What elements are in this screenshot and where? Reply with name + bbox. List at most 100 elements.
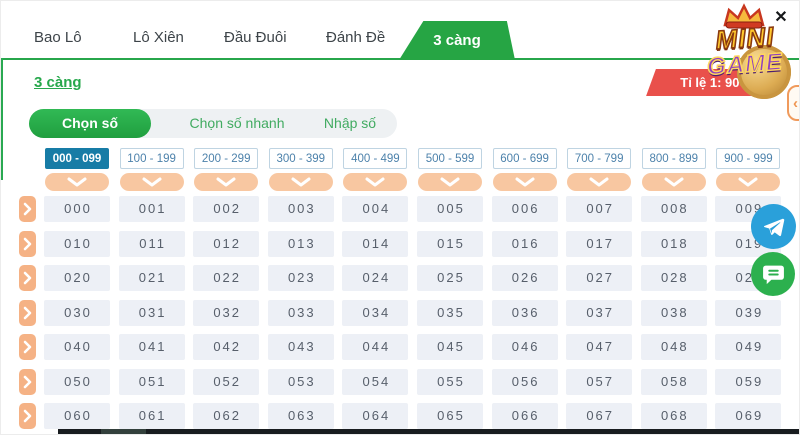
number-cell-007[interactable]: 007 <box>566 196 633 222</box>
number-cell-002[interactable]: 002 <box>193 196 260 222</box>
number-cell-021[interactable]: 021 <box>118 265 185 291</box>
number-cell-030[interactable]: 030 <box>44 299 110 326</box>
column-expand-button-2[interactable] <box>194 173 259 191</box>
number-cell-024[interactable]: 024 <box>342 265 409 291</box>
number-cell-011[interactable]: 011 <box>118 230 185 257</box>
column-expand-button-6[interactable] <box>492 173 557 191</box>
row-expand-button-2[interactable] <box>19 265 36 291</box>
number-cell-037[interactable]: 037 <box>566 299 633 326</box>
range-500-599[interactable]: 500 - 599 <box>418 148 482 169</box>
column-expand-button-8[interactable] <box>641 173 706 191</box>
number-cell-035[interactable]: 035 <box>417 299 483 326</box>
range-400-499[interactable]: 400 - 499 <box>343 148 408 169</box>
number-cell-049[interactable]: 049 <box>715 334 782 360</box>
number-cell-032[interactable]: 032 <box>193 299 260 326</box>
number-cell-008[interactable]: 008 <box>640 196 707 222</box>
number-cell-044[interactable]: 044 <box>342 334 409 360</box>
number-cell-046[interactable]: 046 <box>491 334 558 360</box>
range-900-999[interactable]: 900 - 999 <box>716 148 781 169</box>
number-cell-010[interactable]: 010 <box>44 230 110 257</box>
number-cell-015[interactable]: 015 <box>417 230 483 257</box>
number-cell-005[interactable]: 005 <box>417 196 483 222</box>
number-cell-051[interactable]: 051 <box>118 368 185 395</box>
chat-button[interactable] <box>751 252 795 296</box>
number-cell-045[interactable]: 045 <box>417 334 483 360</box>
number-cell-067[interactable]: 067 <box>566 403 633 429</box>
number-cell-060[interactable]: 060 <box>44 403 110 429</box>
number-cell-064[interactable]: 064 <box>342 403 409 429</box>
number-cell-062[interactable]: 062 <box>193 403 260 429</box>
number-cell-066[interactable]: 066 <box>491 403 558 429</box>
range-000-099[interactable]: 000 - 099 <box>45 148 109 169</box>
number-cell-033[interactable]: 033 <box>267 299 334 326</box>
number-cell-043[interactable]: 043 <box>267 334 334 360</box>
number-cell-041[interactable]: 041 <box>118 334 185 360</box>
number-cell-048[interactable]: 048 <box>640 334 707 360</box>
row-expand-button-0[interactable] <box>19 196 36 222</box>
number-cell-016[interactable]: 016 <box>491 230 558 257</box>
range-100-199[interactable]: 100 - 199 <box>119 148 184 169</box>
tab-lo-xie-n[interactable]: Lô Xiên <box>133 29 184 46</box>
number-cell-058[interactable]: 058 <box>640 368 707 395</box>
number-cell-061[interactable]: 061 <box>118 403 185 429</box>
row-expand-button-3[interactable] <box>19 299 36 326</box>
number-cell-069[interactable]: 069 <box>715 403 782 429</box>
subtab-nha-p-so[interactable]: Nhập số <box>323 115 377 131</box>
number-cell-059[interactable]: 059 <box>715 368 782 395</box>
range-800-899[interactable]: 800 - 899 <box>641 148 706 169</box>
number-cell-055[interactable]: 055 <box>417 368 483 395</box>
number-cell-057[interactable]: 057 <box>566 368 633 395</box>
number-cell-018[interactable]: 018 <box>640 230 707 257</box>
number-cell-028[interactable]: 028 <box>640 265 707 291</box>
range-200-299[interactable]: 200 - 299 <box>194 148 259 169</box>
number-cell-013[interactable]: 013 <box>267 230 334 257</box>
number-cell-031[interactable]: 031 <box>118 299 185 326</box>
number-cell-000[interactable]: 000 <box>44 196 110 222</box>
close-icon[interactable]: ✕ <box>774 9 788 26</box>
range-300-399[interactable]: 300 - 399 <box>268 148 333 169</box>
horizontal-scrollbar[interactable] <box>58 429 799 434</box>
column-expand-button-7[interactable] <box>567 173 632 191</box>
number-cell-001[interactable]: 001 <box>118 196 185 222</box>
column-expand-button-4[interactable] <box>343 173 408 191</box>
number-cell-003[interactable]: 003 <box>267 196 334 222</box>
number-cell-063[interactable]: 063 <box>267 403 334 429</box>
column-expand-button-3[interactable] <box>268 173 333 191</box>
number-cell-014[interactable]: 014 <box>342 230 409 257</box>
column-expand-button-0[interactable] <box>45 173 109 191</box>
number-cell-040[interactable]: 040 <box>44 334 110 360</box>
number-cell-065[interactable]: 065 <box>417 403 483 429</box>
number-cell-020[interactable]: 020 <box>44 265 110 291</box>
column-expand-button-1[interactable] <box>119 173 184 191</box>
number-cell-042[interactable]: 042 <box>193 334 260 360</box>
number-cell-025[interactable]: 025 <box>417 265 483 291</box>
number-cell-047[interactable]: 047 <box>566 334 633 360</box>
number-cell-053[interactable]: 053 <box>267 368 334 395</box>
number-cell-054[interactable]: 054 <box>342 368 409 395</box>
number-cell-026[interactable]: 026 <box>491 265 558 291</box>
subtab-cho-n-so[interactable]: Chọn số <box>29 109 151 138</box>
number-cell-036[interactable]: 036 <box>491 299 558 326</box>
number-cell-034[interactable]: 034 <box>342 299 409 326</box>
row-expand-button-5[interactable] <box>19 368 36 395</box>
number-cell-027[interactable]: 027 <box>566 265 633 291</box>
collapse-panel-button[interactable]: ‹ <box>787 85 799 121</box>
number-cell-004[interactable]: 004 <box>342 196 409 222</box>
number-cell-023[interactable]: 023 <box>267 265 334 291</box>
number-cell-039[interactable]: 039 <box>715 299 782 326</box>
subtab-cho-n-so-nhanh[interactable]: Chọn số nhanh <box>189 115 285 131</box>
column-expand-button-5[interactable] <box>418 173 482 191</box>
tab-a-u-uo-i[interactable]: Đầu Đuôi <box>224 29 287 46</box>
number-cell-022[interactable]: 022 <box>193 265 260 291</box>
row-expand-button-4[interactable] <box>19 334 36 360</box>
column-expand-button-9[interactable] <box>716 173 781 191</box>
telegram-button[interactable] <box>751 204 796 249</box>
number-cell-050[interactable]: 050 <box>44 368 110 395</box>
tab-3-ca-ng[interactable]: 3 càng <box>399 21 515 60</box>
scrollbar-thumb[interactable] <box>101 429 146 434</box>
number-cell-038[interactable]: 038 <box>640 299 707 326</box>
number-cell-052[interactable]: 052 <box>193 368 260 395</box>
range-700-799[interactable]: 700 - 799 <box>567 148 632 169</box>
tab-bao-lo[interactable]: Bao Lô <box>34 29 82 46</box>
number-cell-006[interactable]: 006 <box>491 196 558 222</box>
